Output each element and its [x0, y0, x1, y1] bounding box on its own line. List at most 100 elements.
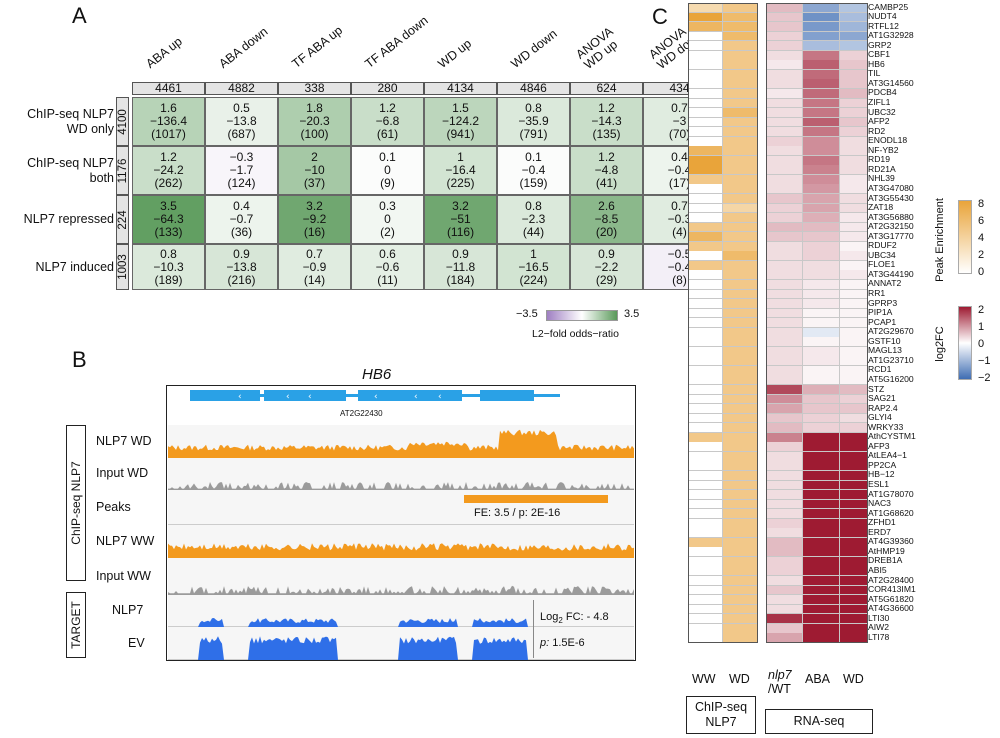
heatmap-cell	[688, 604, 723, 615]
heatmap-cell	[803, 270, 840, 281]
panel-a-label: A	[72, 3, 87, 28]
cell-line: 0.6	[379, 246, 396, 261]
gene-label: PIP1A	[868, 307, 893, 318]
gene-label: PDCB4	[868, 87, 897, 98]
cell-line: −13.8	[226, 114, 257, 128]
cell-line: (791)	[519, 127, 548, 141]
row-label-0: ChIP-seq NLP7 WD only	[27, 106, 114, 136]
heatmap-cell	[803, 423, 840, 434]
heatmap-cell	[688, 289, 723, 300]
cell-line: 0.3	[379, 199, 396, 213]
table-cell-2-5: 0.8 −2.3 (44)	[497, 195, 570, 244]
heatmap-cell	[803, 623, 840, 634]
gene-label: AT2G29670	[868, 326, 914, 337]
heatmap-cell	[803, 12, 840, 23]
gene-label: AFP3	[868, 440, 890, 451]
gene-label: AT3G14560	[868, 77, 914, 88]
heatmap-cell	[688, 470, 723, 481]
gene-label: AT1G23710	[868, 354, 914, 365]
heatmap-cell	[766, 327, 803, 338]
heatmap-cell	[766, 423, 803, 434]
cell-line: 0.9	[233, 246, 250, 261]
cell-line: (189)	[154, 272, 183, 287]
svg-text:‹: ‹	[374, 392, 378, 402]
heatmap-cell	[766, 232, 803, 243]
heatmap-cell	[688, 108, 723, 118]
cell-line: 0.7	[671, 101, 688, 115]
cell-line: (133)	[154, 225, 183, 239]
cell-line: −10	[304, 163, 325, 177]
cell-line: (159)	[519, 176, 548, 190]
table-cell-3-0: 0.8 −10.3 (189)	[132, 244, 205, 290]
col-label-ww: WW	[692, 672, 716, 686]
cell-line: 2	[311, 150, 318, 164]
heatmap-cell	[688, 98, 723, 109]
gene-label: ERD7	[868, 526, 891, 537]
heatmap-cell	[766, 69, 803, 80]
gene-label: RDUF2	[868, 240, 897, 251]
fc-legend-bar	[958, 306, 972, 380]
gene-label: ANNAT2	[868, 278, 902, 289]
cell-line: −0.9	[302, 259, 327, 274]
target-group-label: TARGET	[69, 601, 83, 649]
peak-tick: 0	[978, 266, 985, 278]
heatmap-cell	[803, 194, 840, 204]
heatmap-cell	[766, 260, 803, 271]
fc-val: FC: - 4.8	[562, 611, 609, 623]
heatmap-cell	[688, 3, 723, 13]
row-count-text-2: 224	[116, 209, 129, 230]
heatmap-cell	[766, 222, 803, 233]
cell-line: 0.1	[379, 150, 396, 164]
cell-line: −1.7	[229, 163, 254, 177]
heatmap-cell	[766, 41, 803, 52]
heatmap-cell	[766, 251, 803, 262]
table-cell-1-5: 0.1 −0.4 (159)	[497, 146, 570, 195]
cell-line: (4)	[672, 225, 687, 239]
svg-text:‹: ‹	[286, 392, 290, 402]
heatmap-cell	[766, 356, 803, 367]
target-divider	[533, 600, 534, 658]
table-cell-3-2: 0.7 −0.9 (14)	[278, 244, 351, 290]
gene-label: AFP2	[868, 116, 890, 127]
cell-line: −2.3	[521, 212, 546, 226]
heatmap-cell	[688, 365, 723, 376]
heatmap-cell	[803, 404, 840, 414]
heatmap-cell	[688, 556, 723, 567]
heatmap-cell	[766, 31, 803, 42]
heatmap-cell	[803, 499, 840, 510]
heatmap-cell	[688, 576, 723, 586]
heatmap-cell	[803, 289, 840, 300]
row-count-text-0: 4100	[116, 108, 129, 135]
heatmap-cell	[803, 556, 840, 567]
cell-line: 1.5	[452, 101, 469, 115]
heatmap-cell	[688, 50, 723, 61]
cell-line: −3	[672, 114, 687, 128]
gene-label: RTFL12	[868, 20, 899, 31]
cell-line: −24.2	[153, 163, 184, 177]
heatmap-cell	[688, 394, 723, 405]
col-header-4: WD up	[435, 36, 475, 71]
cell-line: (262)	[154, 176, 183, 190]
heatmap-cell	[766, 442, 803, 453]
gene-label: DREB1A	[868, 555, 903, 566]
gene-label: WRKY33	[868, 421, 904, 432]
heatmap-cell	[766, 595, 803, 605]
gene-label: AT5G61820	[868, 593, 914, 604]
heatmap-cell	[766, 241, 803, 252]
cell-line: (941)	[446, 127, 475, 141]
svg-text:‹: ‹	[414, 392, 418, 402]
p-value: 1.5E-6	[549, 637, 585, 649]
peak-bar	[464, 495, 608, 503]
gene-label: AT2G32150	[868, 221, 914, 232]
heatmap-cell	[766, 127, 803, 137]
heatmap-cell	[688, 136, 723, 147]
heatmap-cell	[766, 585, 803, 596]
gene-title: HB6	[362, 366, 392, 383]
heatmap-cell	[688, 595, 723, 605]
cell-line: −35.9	[518, 114, 549, 128]
heatmap-cell	[766, 79, 803, 90]
gene-label: PP2CA	[868, 459, 897, 470]
table-cell-0-2: 1.8 −20.3 (100)	[278, 97, 351, 146]
cell-line: (11)	[377, 272, 398, 287]
heatmap-cell	[803, 365, 840, 376]
